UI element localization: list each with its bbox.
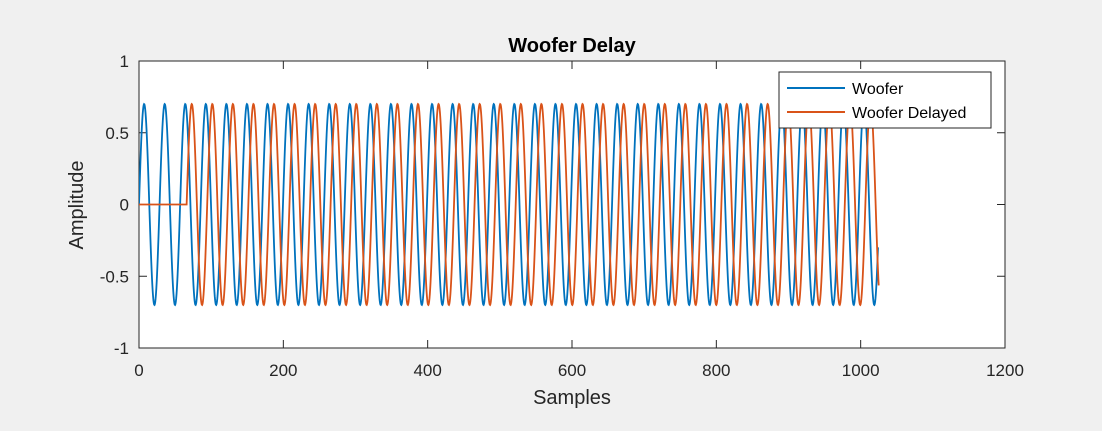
legend-box: [778, 71, 992, 129]
ticks-layer: 0 200 400 600 800 1000 1200 1 0.5 0 -0.5 -1: [100, 52, 1024, 380]
chart-title: Woofer Delay: [508, 35, 636, 57]
x-tick-label: 1000: [842, 361, 880, 380]
y-tick-label: -0.5: [100, 267, 129, 286]
x-tick-label: 600: [558, 361, 586, 380]
series-line-1: [139, 102, 879, 307]
x-tick-label: 800: [702, 361, 730, 380]
series-layer: [139, 102, 880, 307]
legend-entry-2: Woofer Delayed: [852, 105, 966, 122]
series-line-2: [139, 102, 880, 307]
x-tick-label: 200: [269, 361, 297, 380]
legend: Woofer Woofer Delayed: [778, 71, 992, 129]
legend-entry-1: Woofer: [852, 81, 904, 98]
x-axis-label: Samples: [533, 387, 611, 409]
y-tick-label: -1: [114, 339, 129, 358]
x-tick-label: 400: [413, 361, 441, 380]
y-tick-label: 0.5: [105, 124, 129, 143]
y-axis-label: Amplitude: [66, 161, 88, 250]
y-tick-label: 1: [120, 52, 129, 71]
y-tick-label: 0: [120, 196, 129, 215]
x-tick-label: 1200: [986, 361, 1024, 380]
x-tick-label: 0: [134, 361, 143, 380]
